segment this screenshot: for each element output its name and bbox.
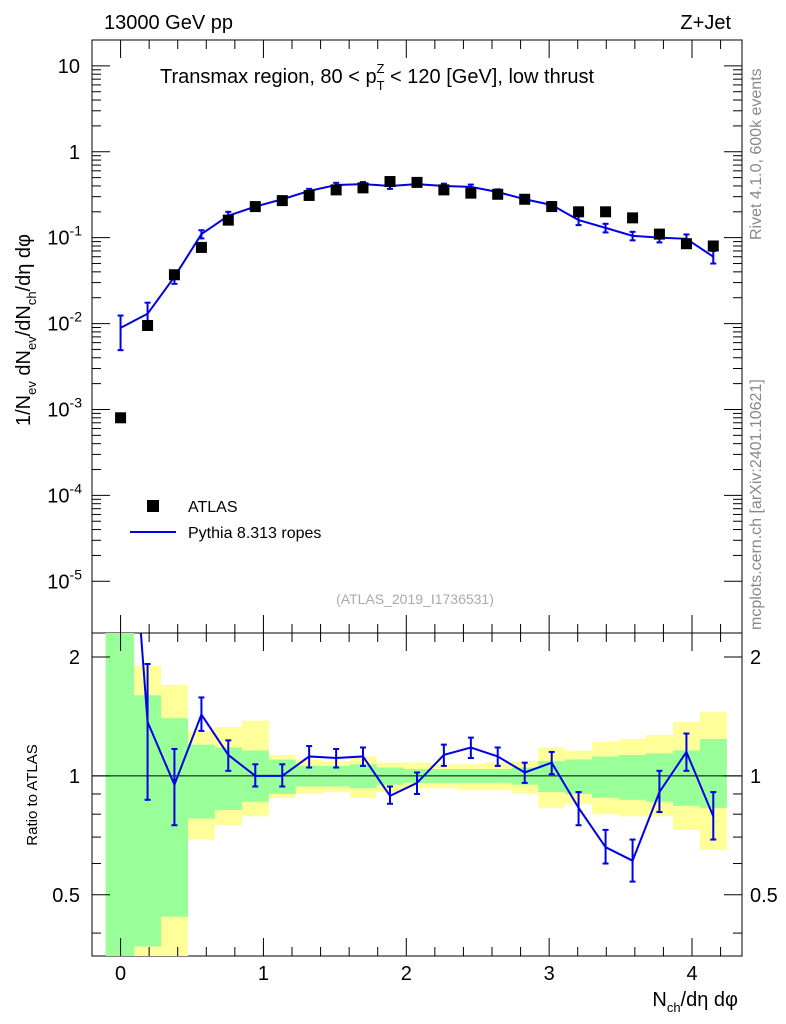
- ratio-y-tick-label-right: 1: [750, 766, 761, 788]
- rivet-version-label: Rivet 4.1.0, 600k events: [748, 68, 765, 240]
- data-point: [168, 269, 180, 281]
- ratio-y-axis: 0.5 0.5 1 1 2 2: [52, 647, 778, 934]
- data-point: [222, 214, 234, 226]
- main-y-axis-label: 1/Nev dNev/dNch/dη dφ: [13, 234, 39, 426]
- data-point: [303, 189, 315, 201]
- data-point: [600, 206, 612, 218]
- main-y-axis: 10 1 10-1 10-2 10-3 10-4 10-5: [47, 39, 742, 593]
- header-process: Z+Jet: [680, 12, 731, 34]
- x-tick-label: 0: [115, 963, 126, 985]
- data-point: [492, 188, 504, 200]
- ratio-mc-clipped: [139, 633, 717, 883]
- ratio-inner-band-bin: [565, 759, 593, 794]
- ratio-inner-band-bin: [592, 756, 620, 798]
- main-y-tick-label: 10-3: [47, 394, 82, 421]
- data-point: [411, 176, 423, 188]
- legend-data-label: ATLAS: [188, 499, 238, 516]
- data-point: [330, 184, 342, 196]
- x-tick-label: 3: [544, 963, 555, 985]
- main-panel-frame: [91, 39, 743, 634]
- data-point: [384, 176, 396, 188]
- mc-line: [120, 183, 714, 329]
- x-tick-label: 2: [401, 963, 412, 985]
- header-energy: 13000 GeV pp: [104, 12, 233, 34]
- main-mc-series: [117, 180, 717, 352]
- main-y-tick-label: 10: [58, 56, 80, 78]
- data-point: [195, 241, 207, 253]
- ratio-y-axis-label: Ratio to ATLAS: [24, 744, 41, 845]
- ratio-y-tick-label-right: 2: [750, 647, 761, 669]
- ratio-panel-frame: [91, 632, 743, 957]
- data-point: [653, 228, 665, 240]
- main-y-tick-label: 10-2: [47, 309, 82, 336]
- main-data-series: [115, 176, 719, 424]
- main-y-tick-label: 1: [69, 142, 80, 164]
- data-point: [465, 187, 477, 199]
- plot-title: Transmax region, 80 < pTZ < 120 [GeV], l…: [160, 61, 594, 93]
- ratio-y-tick-label: 0.5: [52, 885, 80, 907]
- ratio-inner-band-bin: [619, 754, 646, 800]
- data-point: [519, 193, 531, 205]
- x-tick-label: 1: [258, 963, 269, 985]
- data-point: [438, 184, 450, 196]
- main-y-tick-label: 10-1: [47, 223, 82, 250]
- data-point: [680, 238, 692, 250]
- x-tick-label: 4: [686, 963, 697, 985]
- x-axis: 0 1 2 3 4: [91, 40, 722, 985]
- data-point: [573, 206, 585, 218]
- data-point: [627, 212, 639, 224]
- x-axis-label: Nch/dη dφ: [652, 989, 738, 1015]
- ratio-inner-band-bin: [105, 633, 135, 956]
- data-point: [707, 240, 719, 252]
- analysis-id: (ATLAS_2019_I1736531): [336, 591, 494, 607]
- ratio-inner-band-bin: [188, 744, 215, 819]
- data-point: [357, 182, 369, 194]
- main-y-tick-label: 10-5: [47, 566, 82, 593]
- main-y-tick-label: 10-4: [47, 480, 82, 507]
- legend: ATLAS Pythia 8.313 ropes: [130, 499, 321, 542]
- legend-mc-label: Pythia 8.313 ropes: [188, 525, 321, 542]
- ratio-y-tick-label: 1: [69, 766, 80, 788]
- data-point: [249, 201, 261, 213]
- data-point: [276, 195, 288, 207]
- ratio-y-tick-label: 2: [69, 647, 80, 669]
- data-point: [142, 319, 154, 331]
- data-point: [546, 201, 558, 213]
- data-point: [115, 412, 127, 424]
- ratio-y-tick-label-right: 0.5: [750, 885, 778, 907]
- ratio-mc-series: [139, 633, 717, 883]
- legend-data-marker: [147, 500, 159, 512]
- mcplots-source-label: mcplots.cern.ch [arXiv:2401.10621]: [748, 379, 765, 630]
